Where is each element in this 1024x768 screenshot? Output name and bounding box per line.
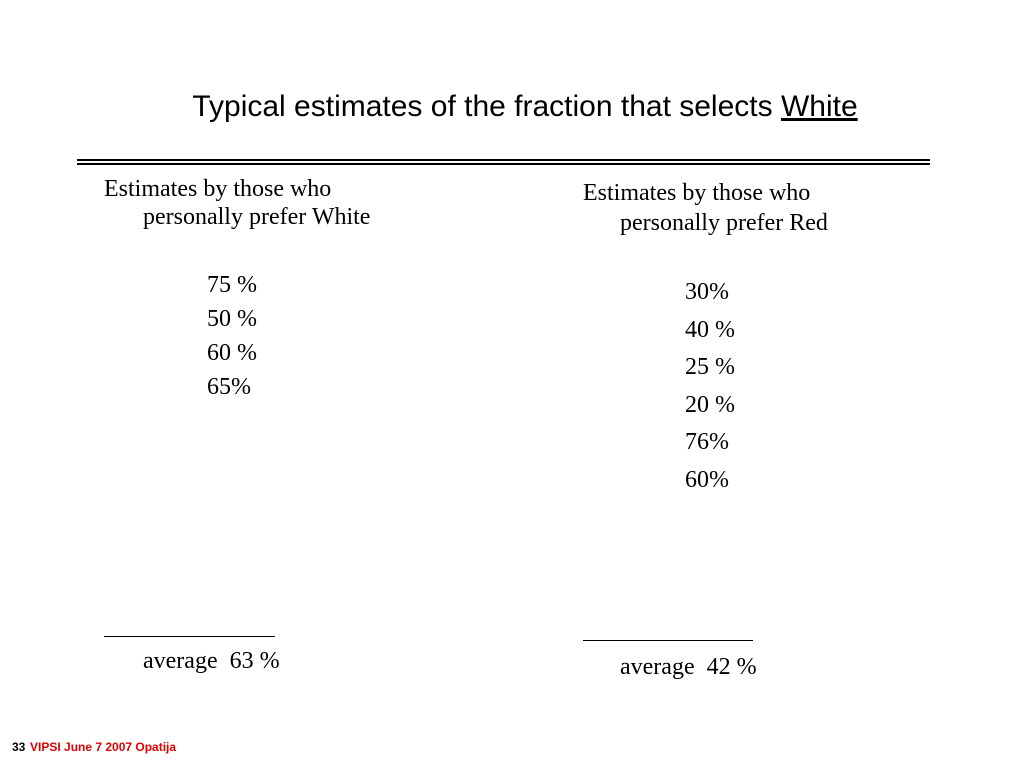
- column-heading: Estimates by those who: [104, 176, 332, 202]
- estimate: 30%: [685, 279, 729, 305]
- average: average 42 %: [620, 654, 757, 680]
- estimate: 65%: [207, 374, 251, 400]
- estimate: 75 %: [207, 272, 257, 298]
- column-heading: Estimates by those who: [583, 180, 811, 206]
- title-emphasis: White: [780, 90, 858, 123]
- footer-text: VIPSI June 7 2007 Opatija: [30, 740, 177, 754]
- sum-rule: [104, 636, 275, 637]
- column-heading: personally prefer White: [143, 204, 371, 230]
- double-rule: [77, 159, 930, 161]
- estimate: 25 %: [685, 354, 735, 380]
- estimate: 60%: [685, 466, 729, 493]
- estimate: 50 %: [207, 306, 257, 332]
- estimate: 20 %: [685, 391, 735, 418]
- average: average 63 %: [143, 648, 280, 674]
- sum-rule: [583, 640, 753, 641]
- estimate: 40 %: [685, 316, 735, 343]
- slide-title: Typical estimates of the fraction that s…: [0, 92, 1024, 122]
- column-heading: personally prefer Red: [620, 210, 828, 236]
- title-text: Typical estimates of the fraction that s…: [192, 90, 781, 123]
- estimate: 76%: [685, 429, 729, 455]
- double-rule: [77, 163, 930, 165]
- slide-number: 33: [12, 740, 26, 754]
- estimate: 60 %: [207, 340, 257, 366]
